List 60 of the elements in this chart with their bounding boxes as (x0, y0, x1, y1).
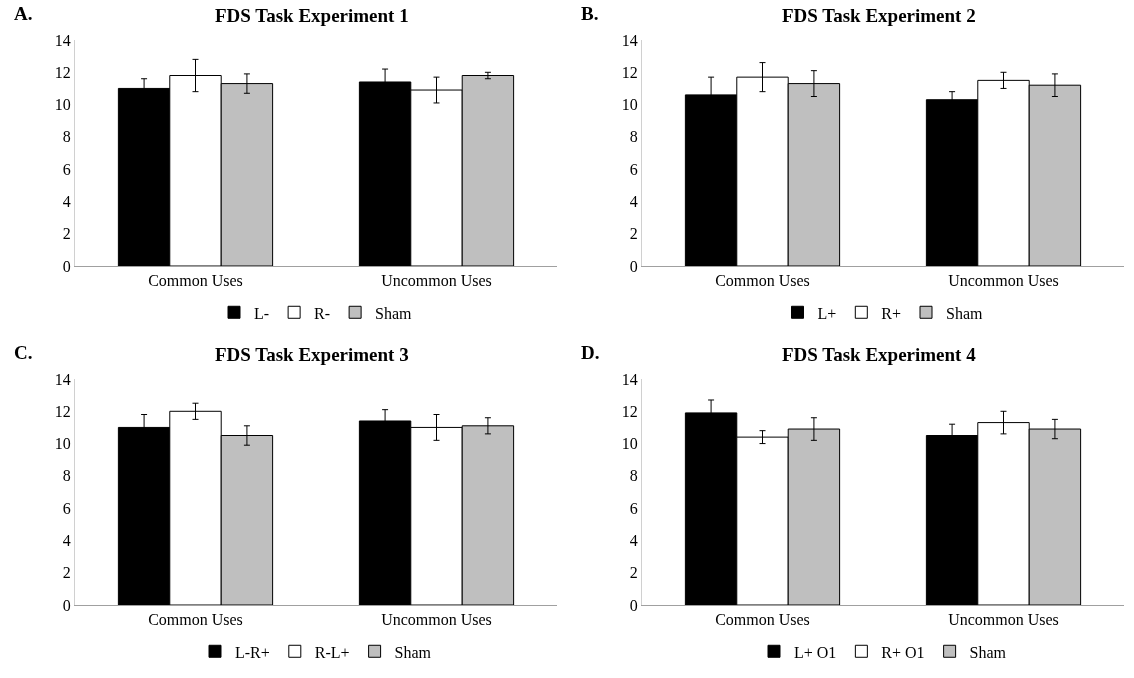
legend-label: L+ O1 (794, 643, 837, 661)
y-tick-label: 14 (54, 370, 71, 388)
x-tick-label: Common Uses (715, 272, 810, 290)
y-tick-label: 6 (62, 160, 71, 178)
y-tick-label: 4 (629, 193, 638, 211)
y-tick-label: 2 (62, 225, 71, 243)
y-tick-label: 4 (62, 193, 71, 211)
legend-label: R-L+ (314, 643, 350, 661)
y-tick-label: 12 (621, 63, 638, 81)
legend-label: R- (314, 304, 331, 322)
y-tick-label: 6 (629, 160, 638, 178)
y-tick-label: 8 (62, 467, 71, 485)
y-tick-label: 14 (621, 370, 638, 388)
legend-label: L-R+ (235, 643, 270, 661)
legend-label: Sham (946, 304, 983, 322)
y-tick-label: 14 (621, 31, 638, 49)
y-tick-label: 0 (629, 257, 638, 275)
text: A. (14, 3, 33, 24)
y-tick-label: 14 (54, 31, 71, 49)
legend-label: L- (254, 304, 270, 322)
legend-label: Sham (969, 643, 1007, 661)
y-tick-label: 0 (629, 596, 638, 614)
y-tick-label: 8 (629, 128, 638, 146)
y-tick-label: 12 (54, 402, 71, 420)
x-tick-label: Uncommon Uses (381, 272, 492, 290)
chart-title: FDS Task Experiment 3 (214, 343, 409, 365)
x-tick-label: Uncommon Uses (948, 611, 1059, 629)
y-tick-label: 12 (54, 63, 71, 81)
y-tick-label: 2 (62, 564, 71, 582)
y-tick-label: 0 (62, 596, 71, 614)
legend-label: R+ (881, 304, 901, 322)
chart-title: FDS Task Experiment 1 (214, 4, 409, 26)
legend-label: Sham (375, 304, 413, 322)
y-tick-label: 8 (629, 467, 638, 485)
x-tick-label: Common Uses (148, 611, 243, 629)
y-tick-label: 8 (62, 128, 71, 146)
y-tick-label: 10 (621, 435, 638, 453)
y-tick-label: 10 (54, 435, 71, 453)
y-tick-label: 6 (629, 499, 638, 517)
chart-title: FDS Task Experiment 2 (781, 4, 976, 26)
y-tick-label: 10 (621, 96, 638, 114)
y-tick-label: 0 (62, 257, 71, 275)
y-tick-label: 4 (629, 532, 638, 550)
x-tick-label: Uncommon Uses (948, 272, 1059, 290)
legend-label: Sham (394, 643, 432, 661)
y-tick-label: 6 (62, 499, 71, 517)
x-tick-label: Common Uses (148, 272, 243, 290)
chart-title: FDS Task Experiment 4 (781, 343, 977, 365)
y-tick-label: 10 (54, 96, 71, 114)
x-tick-label: Common Uses (715, 611, 810, 629)
text: D. (581, 342, 600, 363)
text: C. (14, 342, 33, 363)
y-tick-label: 2 (629, 564, 638, 582)
legend-label: L+ (817, 304, 837, 322)
text: B. (581, 3, 599, 24)
y-tick-label: 2 (629, 225, 638, 243)
x-tick-label: Uncommon Uses (381, 611, 492, 629)
y-tick-label: 12 (621, 402, 638, 420)
legend-label: R+ O1 (881, 643, 925, 661)
y-tick-label: 4 (62, 532, 71, 550)
